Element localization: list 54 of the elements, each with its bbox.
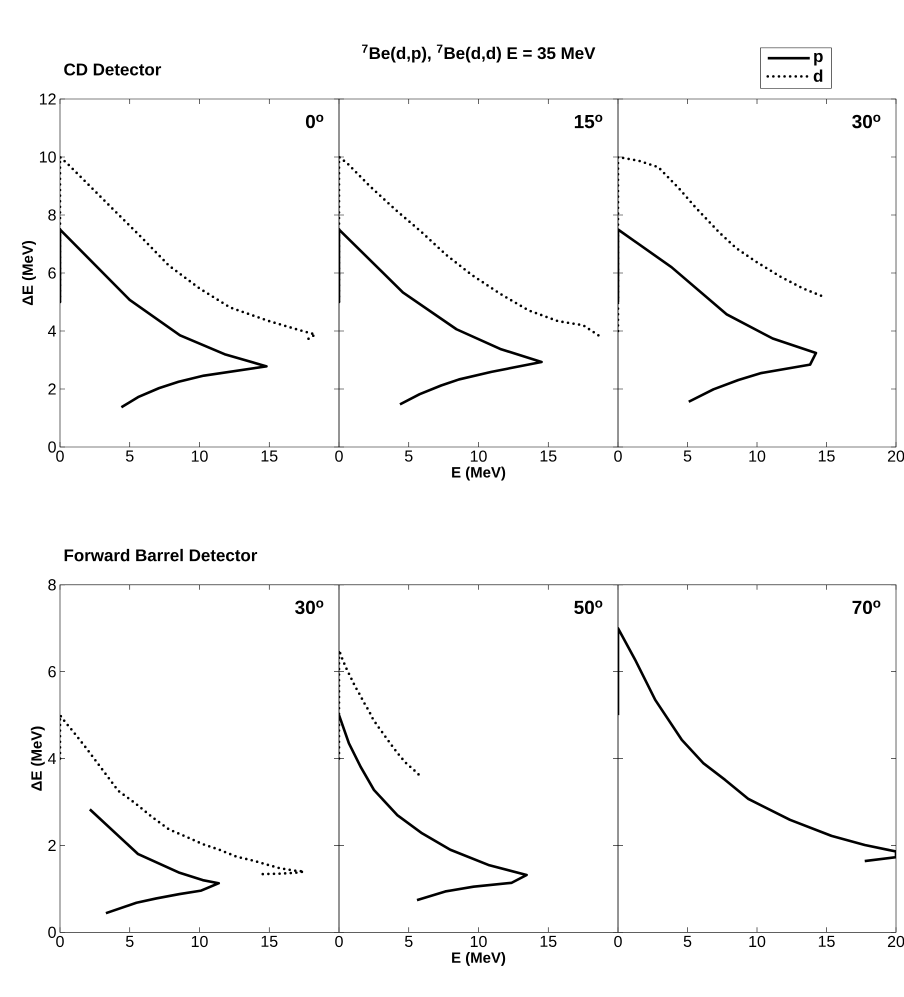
x-tick-label: 5 <box>126 936 134 947</box>
x-tick-label: 20 <box>888 450 904 462</box>
x-tick-label: 15 <box>262 936 278 947</box>
y-tick-label: 2 <box>48 383 56 395</box>
y-axis-title: ΔE (MeV) <box>22 240 36 306</box>
x-tick-label: 10 <box>470 936 487 948</box>
y-tick-label: 2 <box>48 840 56 851</box>
y-tick-label: 8 <box>48 209 56 221</box>
x-tick-label: 0 <box>614 450 622 462</box>
annotation: 0$^{o}$ <box>306 114 324 128</box>
x-tick-label: 15 <box>540 936 556 947</box>
annotation: 15$^{o}$ <box>574 114 602 128</box>
x-tick-label: 15 <box>818 450 835 462</box>
x-tick-label: 10 <box>749 450 766 462</box>
y-tick-label: 4 <box>48 326 56 336</box>
y-tick-label: 8 <box>48 579 56 590</box>
x-tick-label: 0 <box>56 936 64 948</box>
chart-title: Forward Barrel Detector <box>64 548 258 562</box>
y-tick-label: 4 <box>48 753 56 764</box>
x-tick-label: 15 <box>540 450 556 462</box>
x-tick-label: 5 <box>684 936 692 947</box>
legend-label: d <box>814 69 822 82</box>
line-series <box>88 808 220 914</box>
x-tick-label: 20 <box>888 936 904 948</box>
x-tick-label: 15 <box>262 450 278 462</box>
y-tick-label: 0 <box>48 926 56 938</box>
x-tick-label: 5 <box>404 450 413 462</box>
x-tick-label: 0 <box>614 936 622 948</box>
y-tick-label: 6 <box>48 267 56 279</box>
y-axis-title: ΔE (MeV) <box>30 726 45 791</box>
x-axis-title: E (MeV) <box>452 952 506 966</box>
x-tick-label: 0 <box>335 936 343 948</box>
annotation: 30$^{o}$ <box>295 600 324 614</box>
chart-title: CD Detector <box>64 64 162 76</box>
y-tick-label: 12 <box>40 93 56 105</box>
x-axis-title: E (MeV) <box>452 466 506 481</box>
y-tick-label: 6 <box>48 666 56 678</box>
x-tick-label: 15 <box>818 936 835 947</box>
x-tick-label: 10 <box>749 936 766 948</box>
x-tick-label: 5 <box>126 450 134 462</box>
annotation: 70$^{o}$ <box>852 600 880 614</box>
x-tick-label: 0 <box>56 450 64 462</box>
x-tick-label: 10 <box>192 936 208 948</box>
annotation: 30$^{o}$ <box>852 114 880 128</box>
y-tick-label: 0 <box>48 441 56 453</box>
x-tick-label: 5 <box>404 936 413 947</box>
legend-label: p <box>814 52 823 66</box>
y-tick-label: 10 <box>40 151 56 163</box>
x-tick-label: 10 <box>192 450 208 462</box>
chart-title: $^{7}$Be(d,p), $^{7}$Be(d,d) E = 35 MeV <box>362 44 596 62</box>
annotation: 50$^{o}$ <box>574 600 602 614</box>
x-tick-label: 0 <box>335 450 343 462</box>
x-tick-label: 5 <box>684 450 692 462</box>
x-tick-label: 10 <box>470 450 487 462</box>
